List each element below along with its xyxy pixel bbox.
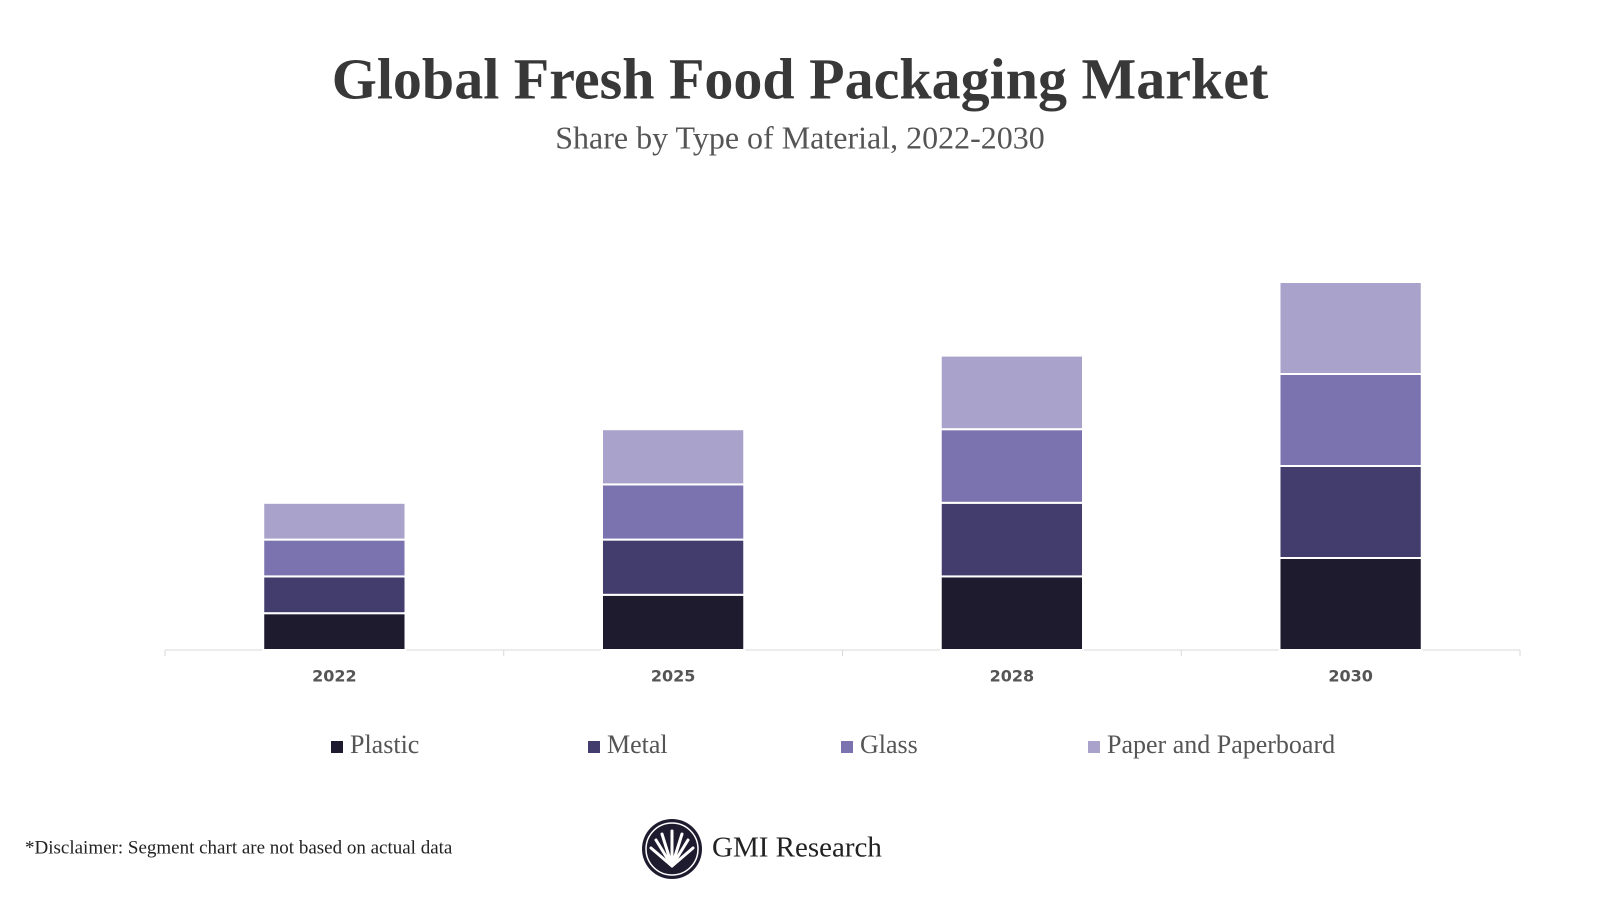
legend-label: Plastic	[350, 730, 419, 759]
chart-title: Global Fresh Food Packaging Market	[332, 46, 1269, 111]
legend-label: Metal	[607, 730, 668, 759]
x-tick-label: 2025	[651, 667, 696, 686]
bar-segment	[262, 501, 407, 541]
logo-ring	[645, 822, 699, 876]
bar-segment	[262, 538, 407, 578]
bar-segment	[1278, 373, 1423, 467]
bar-segment	[1278, 465, 1423, 559]
bar-segment	[939, 428, 1085, 504]
x-tick-label: 2022	[312, 667, 357, 686]
legend-marker	[331, 741, 343, 753]
bar-segment	[600, 593, 746, 651]
bar-segment	[939, 501, 1085, 578]
legend-label: Paper and Paperboard	[1107, 730, 1335, 759]
bar-segment	[1278, 557, 1423, 651]
legend-marker	[841, 741, 853, 753]
bar-segment	[262, 612, 407, 652]
bar-segment	[939, 575, 1085, 652]
bar-segment	[939, 354, 1085, 431]
chart-subtitle: Share by Type of Material, 2022-2030	[555, 119, 1045, 155]
bar-segment	[1278, 281, 1423, 375]
legend-marker	[1088, 741, 1100, 753]
bar-segment	[262, 575, 407, 615]
logo-fan	[649, 829, 695, 868]
legend-marker	[588, 741, 600, 753]
legend-label: Glass	[860, 730, 918, 759]
bar-segment	[600, 428, 746, 486]
bar-segment	[600, 538, 746, 596]
brand-name: GMI Research	[712, 832, 882, 864]
x-tick-label: 2028	[990, 667, 1035, 686]
disclaimer: *Disclaimer: Segment chart are not based…	[25, 837, 453, 858]
x-tick-label: 2030	[1328, 667, 1373, 686]
bar-segment	[600, 483, 746, 541]
brand-logo	[642, 819, 702, 879]
